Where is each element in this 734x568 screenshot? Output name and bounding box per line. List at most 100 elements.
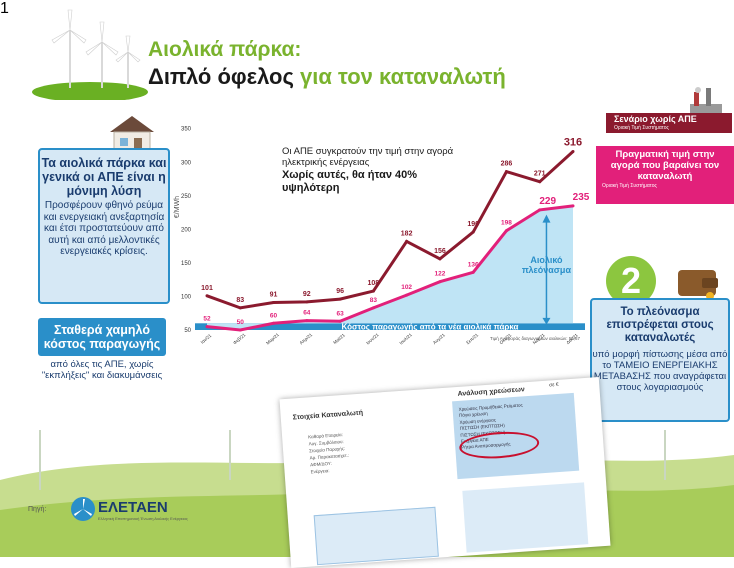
wallet-icon (678, 270, 718, 300)
title-rest: για τον καταναλωτή (293, 64, 506, 89)
electricity-bill: Στοιχεία Καταναλωτή Ανάλυση χρεώσεων σε … (279, 377, 611, 568)
callout-number-2: 2 (606, 256, 656, 306)
bill-lower-right-panel (462, 482, 589, 553)
data-label-real: 235 (573, 192, 590, 203)
y-tick-label: 150 (181, 261, 192, 267)
data-label-no-res: 101 (201, 285, 213, 292)
x-tick-label: Σεπ/21 (465, 332, 479, 345)
surplus-arrow-head-top (542, 214, 551, 223)
data-point (371, 306, 375, 310)
data-label-real: 198 (501, 220, 512, 227)
x-tick-label: Μαρ/21 (265, 332, 280, 346)
data-point (405, 239, 409, 243)
logo-sub: Ελληνική Επιστημονική Ένωση Αιολικής Ενέ… (98, 516, 188, 521)
reference-label: Τιμή Αναφοράς διαγωνισμών αιολικών: 55,6… (490, 335, 580, 341)
scenario-title: Σενάριο χωρίς ΑΠΕ (614, 114, 697, 124)
source-label: Πηγή: (28, 506, 47, 513)
data-label-real: 136 (468, 261, 479, 268)
x-tick-label: Αυγ/21 (432, 332, 446, 345)
data-point (371, 289, 375, 293)
cost-band (195, 323, 585, 330)
price-chart: Κόστος παραγωγής από τα νέα αιολικά πάρκ… (174, 127, 590, 346)
stable-cost-text: από όλες τις ΑΠΕ, χωρίς "εκπλήξεις" και … (41, 359, 163, 381)
surplus-heading: Το πλεόνασμα επιστρέφεται στους καταναλω… (606, 306, 714, 344)
data-label-no-res: 83 (236, 297, 244, 304)
x-tick-label: Απρ/21 (299, 332, 314, 346)
data-point (538, 208, 542, 212)
x-tick-label: Ιουλ/21 (398, 332, 413, 346)
data-point (438, 257, 442, 261)
surplus-return-box: Το πλεόνασμα επιστρέφεται στους καταναλω… (590, 298, 730, 422)
data-label-real: 122 (434, 271, 445, 278)
series-line-1 (206, 150, 575, 310)
eletaen-logo-icon (71, 497, 95, 521)
bill-consumer-fields: Καθαρά Εταιρεία: Λογ. Συμβόλαιου: Στοιχεία… (308, 431, 350, 476)
stable-cost-box: Σταθερά χαμηλό κόστος παραγωγής από όλες… (38, 318, 166, 398)
x-tick-label: Φεβ/21 (232, 332, 247, 345)
bill-lower-panel (313, 506, 439, 566)
solution-text: Προσφέρουν φθηνό ρεύμα και ενεργειακή αν… (43, 200, 165, 257)
data-point (305, 319, 309, 323)
data-point (471, 230, 475, 234)
data-point (504, 170, 508, 174)
stable-cost-heading: Σταθερά χαμηλό κόστος παραγωγής (38, 318, 166, 356)
data-label-real: 83 (370, 297, 378, 304)
data-label-no-res: 108 (368, 280, 380, 287)
real-price-sub: Οριακή Τιμή Συστήματος (602, 183, 657, 189)
data-point (471, 270, 475, 274)
bill-currency: σε € (548, 381, 559, 389)
y-tick-label: 50 (184, 328, 191, 334)
data-point (338, 319, 342, 323)
data-point (538, 180, 542, 184)
data-point (571, 204, 575, 208)
callout1-text: Οι ΑΠΕ συγκρατούν την τιμή στην αγορά ηλ… (282, 146, 454, 168)
title-bold: Διπλό όφελος (148, 64, 294, 89)
data-label-real: 63 (336, 310, 344, 317)
data-label-no-res: 286 (501, 161, 513, 168)
data-label-no-res: 316 (564, 137, 582, 149)
data-point (272, 300, 276, 304)
x-tick-label: Ιαν/21 (200, 333, 213, 345)
logo-name: ΕΛΕΤΑΕΝ (98, 499, 168, 516)
data-label-no-res: 92 (303, 291, 311, 298)
data-label-real: 229 (539, 196, 556, 207)
surplus-area (207, 205, 573, 330)
data-label-no-res: 96 (336, 288, 344, 295)
data-point (405, 293, 409, 297)
y-tick-label: 200 (181, 227, 192, 233)
data-label-no-res: 271 (534, 171, 546, 178)
scenario-sub: Οριακή Τιμή Συστήματος (614, 125, 669, 131)
x-tick-label: Ιουν/21 (365, 332, 380, 346)
data-point (205, 294, 209, 298)
data-label-no-res: 182 (401, 230, 413, 237)
x-tick-label: Μαϊ/21 (332, 332, 346, 345)
data-point (504, 229, 508, 233)
surplus-arrow-head-bottom (542, 317, 551, 325)
data-label-real: 60 (270, 312, 278, 319)
data-point (205, 325, 209, 329)
callout-number-1: 1 (0, 0, 9, 17)
bill-consumer-title: Στοιχεία Καταναλωτή (292, 409, 364, 422)
data-point (438, 280, 442, 284)
y-tick-label: 250 (181, 194, 192, 200)
bill-field: Ενέργεια: (310, 468, 330, 475)
data-label-no-res: 156 (434, 248, 446, 255)
data-label-no-res: 91 (270, 291, 278, 298)
y-axis-label: €/MWh (174, 196, 181, 218)
surplus-label: Αιολικό πλεόνασμα (522, 255, 572, 275)
data-point (305, 300, 309, 304)
cost-band-label: Κόστος παραγωγής από τα νέα αιολικά πάρκ… (342, 323, 519, 332)
series-line-2 (206, 204, 574, 332)
data-point (272, 321, 276, 325)
title-line1: Αιολικά πάρκα: (148, 38, 302, 61)
solution-heading: Τα αιολικά πάρκα και γενικά οι ΑΠΕ είναι… (41, 156, 167, 198)
data-label-real: 50 (237, 319, 245, 326)
data-point (238, 306, 242, 310)
title-line2: Διπλό όφελος για τον καταναλωτή (148, 64, 506, 90)
real-price-title: Πραγματική τιμή στην αγορά που βαραίνει … (610, 149, 720, 182)
data-label-real: 102 (401, 284, 412, 291)
real-price-box: Πραγματική τιμή στην αγορά που βαραίνει … (596, 146, 734, 204)
surplus-text: υπό μορφή πίστωσης μέσα από το ΤΑΜΕΙΟ ΕΝ… (592, 349, 728, 393)
callout1-bold: Χωρίς αυτές, θα ήταν 40% υψηλότερη (282, 169, 418, 194)
data-label-real: 52 (203, 316, 211, 323)
